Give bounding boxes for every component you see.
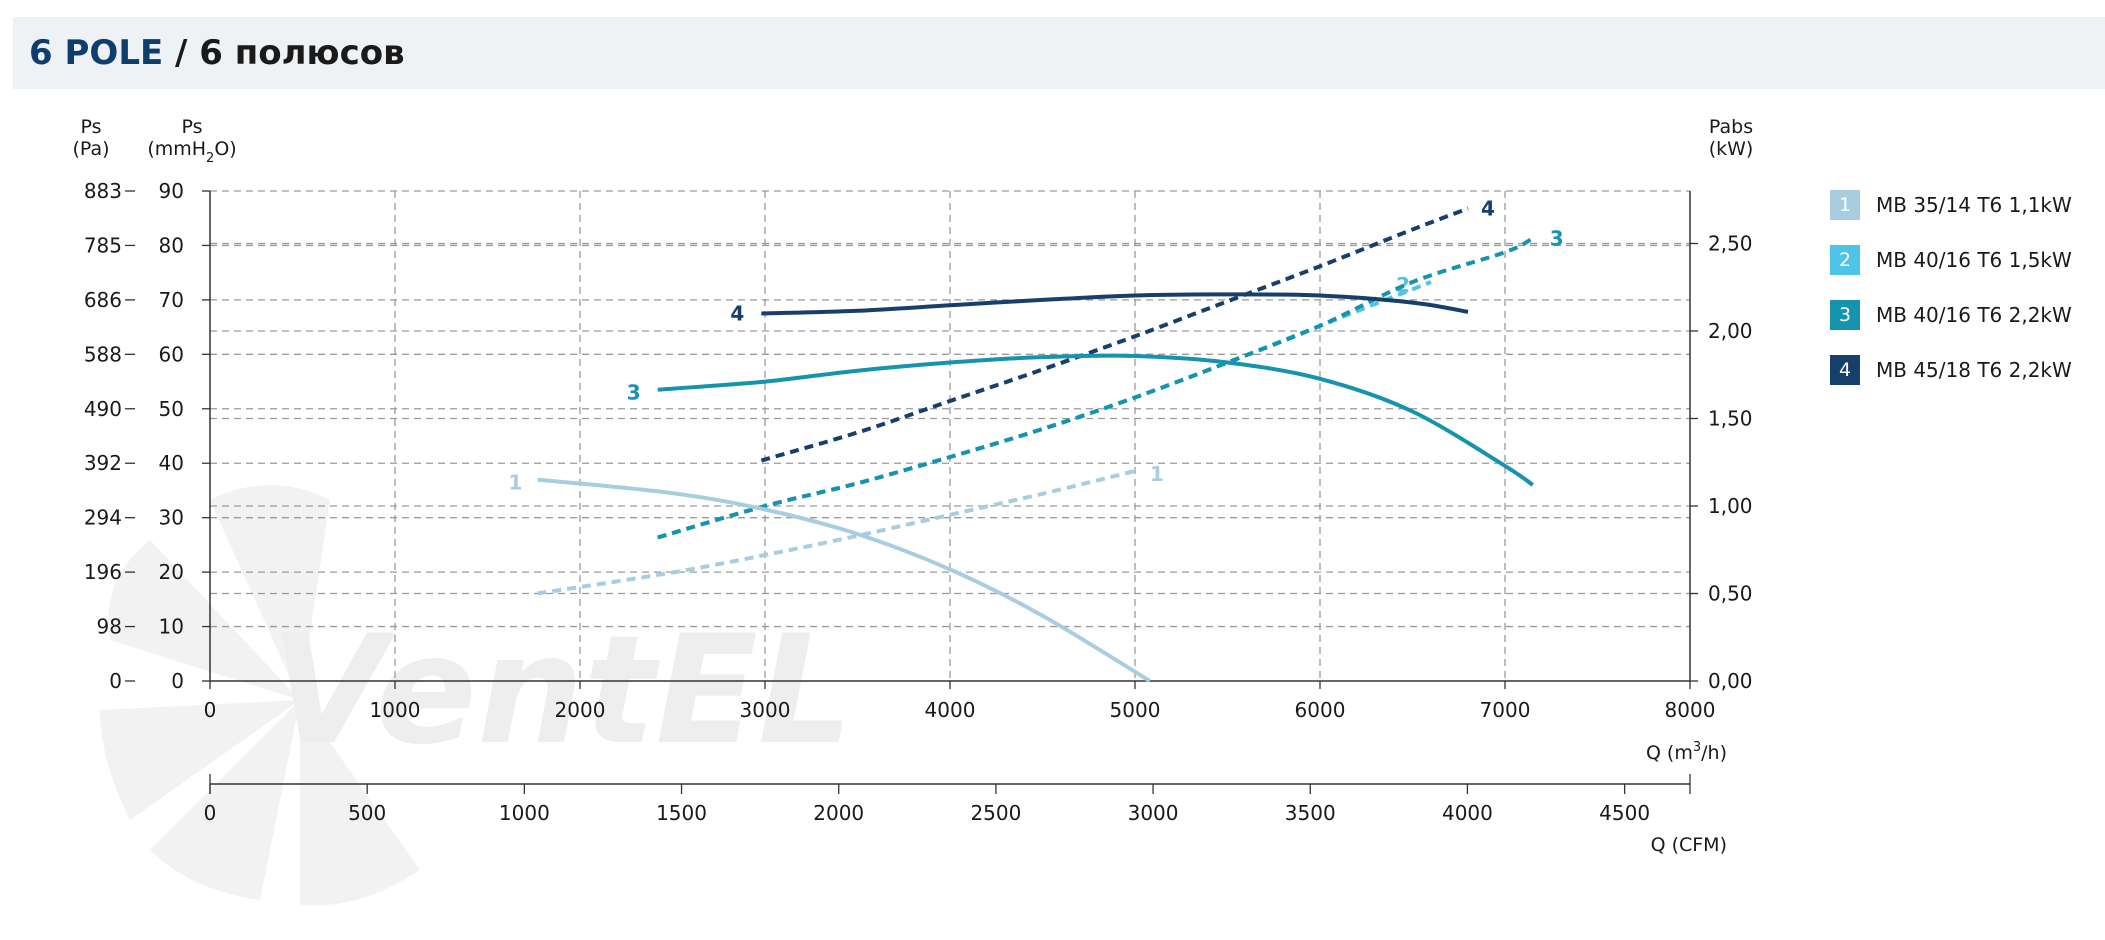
y-mm-tick-label: 70: [159, 288, 184, 312]
x2-tick-label: 2500: [970, 801, 1021, 825]
pressure-curve-label-4: 4: [730, 302, 744, 326]
legend-item-4: 4 MB 45/18 T6 2,2kW: [1830, 355, 2072, 385]
x-tick-label: 5000: [1110, 698, 1161, 722]
x-tick-label: 2000: [555, 698, 606, 722]
y-mm-tick-label: 0: [171, 669, 184, 693]
power-curve-label-4: 4: [1481, 197, 1495, 221]
x2-tick-label: 3000: [1128, 801, 1179, 825]
x-tick-label: 1000: [370, 698, 421, 722]
y-mm-label-bottom-tail: O): [214, 138, 236, 160]
x2-tick-label: 500: [348, 801, 386, 825]
power-curve-label-1: 1: [1150, 462, 1164, 486]
y-power-tick-label: 1,00: [1708, 494, 1753, 518]
legend-label: MB 40/16 T6 2,2kW: [1876, 303, 2072, 327]
watermark-text: VentEL: [270, 604, 853, 778]
y-power-label-bottom: (kW): [1709, 138, 1754, 160]
x-axis-label-base: Q (m: [1646, 742, 1693, 764]
fan-blades-watermark-icon: [100, 485, 420, 906]
y-pa-tick-label: 686: [84, 288, 122, 312]
x-axis-label-tail: /h): [1701, 742, 1727, 764]
y-mm-tick-label: 50: [159, 397, 184, 421]
y-mm-tick-label: 10: [159, 615, 184, 639]
x-tick-label: 7000: [1480, 698, 1531, 722]
y-power-tick-label: 2,00: [1708, 319, 1753, 343]
y-mm-label-bottom-sub: 2: [206, 151, 214, 166]
y-pa-tick-label: 294: [84, 506, 122, 530]
x-tick-label: 6000: [1295, 698, 1346, 722]
y-pa-label-top: Ps: [80, 116, 101, 138]
y-mm-label-bottom-base: (mmH: [147, 138, 206, 160]
legend-swatch: 3: [1830, 300, 1860, 330]
y-mm-tick-label: 80: [159, 233, 184, 257]
y-pa-tick-label: 98: [97, 615, 122, 639]
x-axis-label-sup: 3: [1693, 740, 1701, 755]
y-pa-tick-label: 0: [109, 669, 122, 693]
pressure-curve-1: [537, 477, 1151, 683]
header-bar: 6 POLE / 6 полюсов: [13, 17, 2105, 89]
y-power-label-top: Pabs: [1709, 116, 1753, 138]
x2-tick-label: 1500: [656, 801, 707, 825]
y-mm-tick-label: 30: [159, 506, 184, 530]
y-pa-label-bottom: (Pa): [72, 138, 109, 160]
legend-swatch: 2: [1830, 245, 1860, 275]
y-pa-tick-label: 490: [84, 397, 122, 421]
legend-label: MB 40/16 T6 1,5kW: [1876, 248, 2072, 272]
y-mm-label-bottom: (mmH2O): [147, 138, 236, 166]
x2-tick-label: 2000: [813, 801, 864, 825]
axis-labels: Ps (Pa) Ps (mmH2O) Pabs (kW) Q (m3/h) Q …: [72, 116, 1753, 856]
title-main: 6 POLE: [29, 33, 164, 73]
y-power-tick-label: 2,50: [1708, 232, 1753, 256]
x2-tick-label: 3500: [1285, 801, 1336, 825]
ventel-watermark: VentEL: [100, 485, 853, 906]
tick-labels: 0 1000 2000 3000 4000 5000 6000 7000 80000010982…: [84, 179, 1753, 825]
pressure-curve-3: [657, 353, 1534, 487]
x-tick-label: 4000: [925, 698, 976, 722]
y-pa-tick-label: 196: [84, 560, 122, 584]
y-pa-tick-label: 883: [84, 179, 122, 203]
x2-tick-label: 4500: [1599, 801, 1650, 825]
x-axis-label: Q (m3/h): [1646, 740, 1727, 764]
power-curve-label-3: 3: [1550, 226, 1564, 250]
power-curve-2: [657, 280, 1432, 540]
pressure-curve-label-1: 1: [508, 471, 522, 495]
axes: [125, 190, 1698, 794]
y-mm-label-top: Ps: [181, 116, 202, 138]
legend-swatch: 1: [1830, 190, 1860, 220]
legend-label: MB 45/18 T6 2,2kW: [1876, 358, 2072, 382]
x-tick-label: 8000: [1665, 698, 1716, 722]
x2-tick-label: 0: [204, 801, 217, 825]
page-title: 6 POLE / 6 полюсов: [29, 33, 405, 73]
x-tick-label: 3000: [740, 698, 791, 722]
x-tick-label: 0: [204, 698, 217, 722]
grid: [210, 190, 1690, 681]
y-power-tick-label: 0,50: [1708, 582, 1753, 606]
power-curve-1: [537, 469, 1136, 596]
legend-item-3: 3 MB 40/16 T6 2,2kW: [1830, 300, 2072, 330]
x2-tick-label: 1000: [499, 801, 550, 825]
x2-axis-label: Q (CFM): [1651, 834, 1727, 856]
legend-item-2: 2 MB 40/16 T6 1,5kW: [1830, 245, 2072, 275]
pressure-curve-label-3: 3: [627, 381, 641, 405]
pressure-curve-4: [761, 292, 1469, 316]
y-pa-tick-label: 392: [84, 451, 122, 475]
legend-item-1: 1 MB 35/14 T6 1,1kW: [1830, 190, 2072, 220]
y-mm-tick-label: 40: [159, 451, 184, 475]
x2-tick-label: 4000: [1442, 801, 1493, 825]
legend-swatch: 4: [1830, 355, 1860, 385]
y-pa-tick-label: 785: [84, 233, 122, 257]
y-power-tick-label: 0,00: [1708, 669, 1753, 693]
y-mm-tick-label: 60: [159, 342, 184, 366]
y-mm-tick-label: 90: [159, 179, 184, 203]
power-curve-3: [657, 236, 1534, 540]
y-pa-tick-label: 588: [84, 342, 122, 366]
title-rest: / 6 полюсов: [163, 33, 405, 73]
y-power-tick-label: 1,50: [1708, 407, 1753, 431]
y-mm-tick-label: 20: [159, 560, 184, 584]
legend-label: MB 35/14 T6 1,1kW: [1876, 193, 2072, 217]
power-curve-4: [760, 206, 1469, 463]
